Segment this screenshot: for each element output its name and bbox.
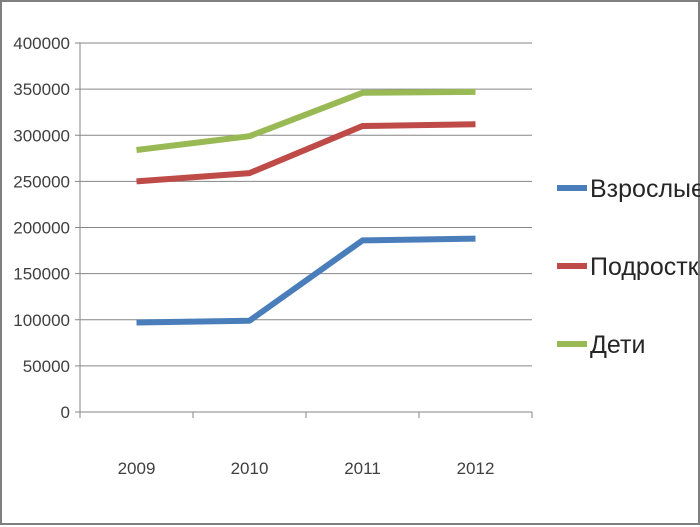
- y-tick-label: 400000: [13, 34, 70, 53]
- x-tick-label: 2009: [118, 459, 156, 478]
- legend-label: Дети: [590, 331, 645, 359]
- legend-label: Взрослые: [590, 175, 700, 203]
- y-tick-label: 150000: [13, 265, 70, 284]
- series-line-1: [137, 239, 476, 323]
- y-tick-label: 200000: [13, 219, 70, 238]
- legend-label: Подростки: [590, 253, 700, 281]
- axes: [75, 43, 532, 418]
- x-tick-label: 2011: [344, 459, 381, 478]
- y-tick-label: 350000: [13, 80, 70, 99]
- y-tick-label: 100000: [13, 311, 70, 330]
- legend: Взрослые Подростки Дети: [557, 175, 700, 359]
- series-line-2: [137, 124, 476, 181]
- y-tick-label: 0: [61, 403, 70, 422]
- series-line-3: [137, 92, 476, 150]
- x-tick-label: 2010: [231, 459, 269, 478]
- y-tick-label: 250000: [13, 172, 70, 191]
- x-axis-tick-labels: 2009 2010 2011 2012: [118, 459, 495, 478]
- y-axis-tick-labels: 0 50000 100000 150000 200000 250000 300000 3500…: [13, 34, 70, 422]
- y-tick-label: 300000: [13, 126, 70, 145]
- y-tick-label: 50000: [23, 357, 70, 376]
- x-tick-label: 2012: [457, 459, 495, 478]
- series-lines: [136, 92, 475, 323]
